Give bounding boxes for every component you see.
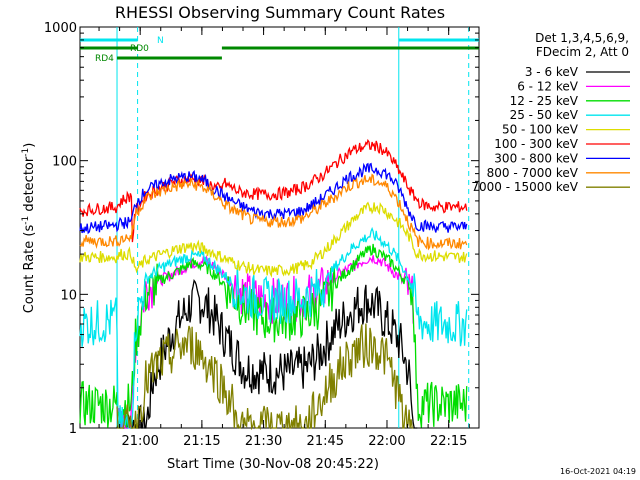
flag-label: N [157, 36, 164, 46]
x-tick-label: 22:15 [430, 434, 467, 449]
series-line-8 [116, 323, 414, 431]
x-tick-label: 21:15 [183, 434, 220, 449]
legend-label: 25 - 50 keV [510, 108, 579, 122]
series-line-4 [79, 201, 468, 278]
legend-label: 12 - 25 keV [510, 94, 579, 108]
series-line-7 [79, 173, 468, 251]
flag-label: RD4 [95, 54, 114, 64]
legend-label: 800 - 7000 keV [487, 166, 579, 180]
timestamp: 16-Oct-2021 04:19 [560, 467, 636, 476]
y-tick-label: 100 [52, 155, 77, 170]
x-tick-label: 21:30 [245, 434, 282, 449]
y-axis-label: Count Rate (s-1 detector-1) [21, 143, 37, 314]
x-tick-label: 21:45 [307, 434, 344, 449]
plot-area: N RD0 RD4 1 10 100 1000 21:00 21:15 21:30 21:45 22:… [44, 21, 480, 449]
legend-label: 3 - 6 keV [525, 65, 579, 79]
legend: Det 1,3,4,5,6,9, FDecim 2, Att 0 3 - 6 k… [471, 31, 630, 194]
legend-label: 100 - 300 keV [494, 137, 578, 151]
legend-label: 6 - 12 keV [517, 79, 579, 93]
flag-label: RD0 [130, 44, 149, 54]
series-line-1 [116, 254, 414, 429]
x-tick-label: 21:00 [121, 434, 158, 449]
series-line-3 [79, 226, 468, 430]
legend-label: 50 - 100 keV [502, 123, 579, 137]
x-tick-label: 22:00 [368, 434, 405, 449]
legend-header-line2: FDecim 2, Att 0 [536, 45, 629, 59]
legend-label: 300 - 800 keV [494, 151, 578, 165]
y-tick-label: 10 [60, 288, 77, 303]
y-tick-label: 1 [69, 422, 77, 437]
chart-title: RHESSI Observing Summary Count Rates [115, 3, 445, 22]
legend-header-line1: Det 1,3,4,5,6,9, [535, 31, 629, 45]
x-axis-label: Start Time (30-Nov-08 20:45:22) [167, 457, 379, 472]
legend-label: 7000 - 15000 keV [471, 180, 578, 194]
y-tick-label: 1000 [44, 21, 77, 36]
